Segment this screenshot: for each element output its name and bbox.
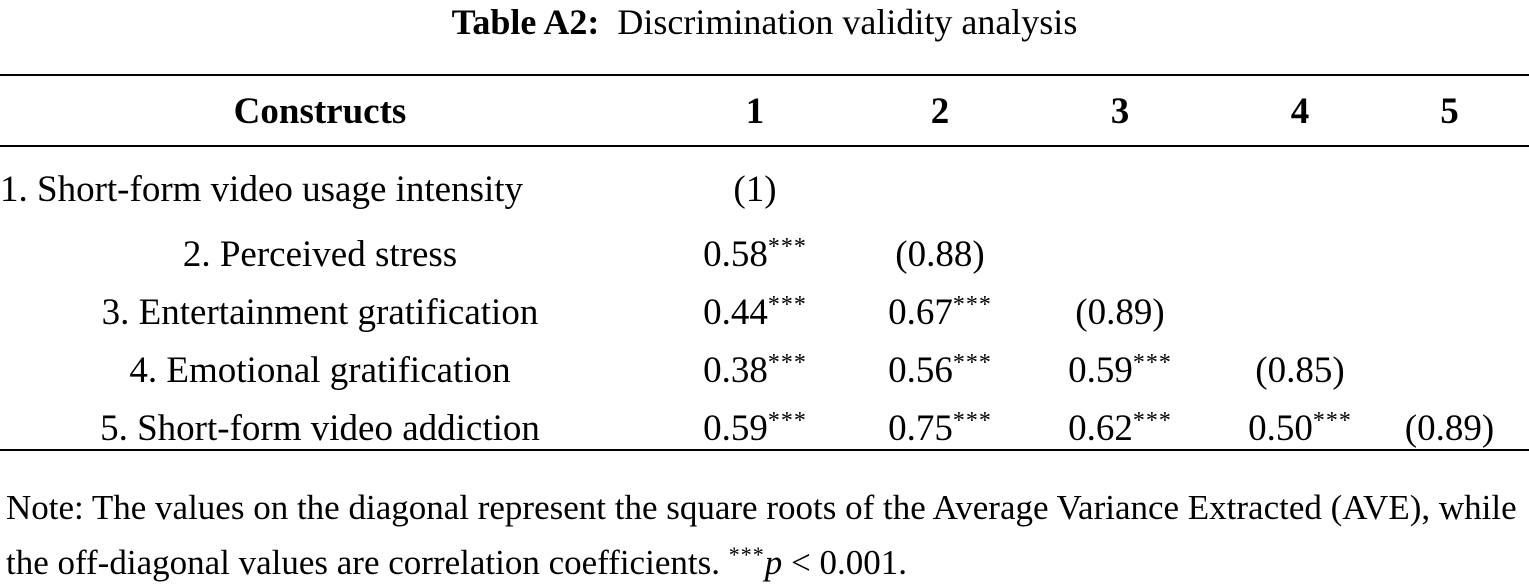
table-cell: 0.56*** <box>870 341 1010 399</box>
construct-label: 2. Perceived stress <box>182 233 458 275</box>
cell-value: 0.59 <box>703 407 768 449</box>
note-significance-marker: *** <box>728 542 765 567</box>
table-cell: 0.44*** <box>640 283 870 341</box>
cell-value: 0.75 <box>888 407 953 449</box>
header-col-3: 3 <box>1110 91 1130 132</box>
significance-marker: *** <box>767 233 807 260</box>
header-col-2: 2 <box>930 91 950 132</box>
note-p-condition: < 0.001. <box>790 543 907 582</box>
significance-marker: *** <box>1132 407 1172 434</box>
construct-label: 3. Entertainment gratification <box>101 291 539 333</box>
header-col-4: 4 <box>1290 91 1310 132</box>
table-cell <box>1370 341 1529 399</box>
table-cell <box>1370 225 1529 283</box>
table-cell: (0.85) <box>1230 341 1370 399</box>
table-row: 1. Short-form video usage intensity (1) <box>0 145 1529 225</box>
table-cell: 0.38*** <box>640 341 870 399</box>
table-cell: 0.59*** <box>640 399 870 457</box>
significance-marker: *** <box>767 349 807 376</box>
table-cell <box>1370 283 1529 341</box>
significance-marker: *** <box>1312 407 1352 434</box>
cell-value: 0.44 <box>703 291 768 333</box>
cell-value: 0.58 <box>703 233 768 275</box>
table-row: 3. Entertainment gratification 0.44*** 0… <box>0 283 1529 341</box>
header-col-5: 5 <box>1440 91 1459 132</box>
header-constructs: Constructs <box>233 91 407 132</box>
table-cell: (0.89) <box>1010 283 1230 341</box>
significance-marker: *** <box>1132 349 1172 376</box>
cell-value: 0.67 <box>888 291 953 333</box>
significance-marker: *** <box>767 407 807 434</box>
table-cell <box>870 145 1010 225</box>
table-cell <box>1230 283 1370 341</box>
table-top-rule <box>0 74 1529 76</box>
cell-value: (0.89) <box>1075 291 1165 333</box>
table-header-rule <box>0 145 1529 147</box>
discrimination-validity-table: Constructs 1 2 3 4 5 1. Short-form video… <box>0 78 1529 457</box>
table-cell: (0.88) <box>870 225 1010 283</box>
note-p-symbol: p <box>764 543 783 582</box>
table-cell <box>1230 225 1370 283</box>
cell-value: 0.50 <box>1248 407 1313 449</box>
table-cell <box>1370 145 1529 225</box>
table-cell: 0.58*** <box>640 225 870 283</box>
construct-label: 5. Short-form video addiction <box>100 407 540 449</box>
table-cell: 0.67*** <box>870 283 1010 341</box>
cell-value: 0.56 <box>888 349 953 391</box>
table-cell: 0.50*** <box>1230 399 1370 457</box>
table-cell: (1) <box>640 145 870 225</box>
table-caption: Table A2: Discrimination validity analys… <box>0 0 1529 44</box>
table-row: 2. Perceived stress 0.58*** (0.88) <box>0 225 1529 283</box>
significance-marker: *** <box>952 349 992 376</box>
cell-value: 0.38 <box>703 349 768 391</box>
construct-label: 1. Short-form video usage intensity <box>0 168 524 210</box>
table-row: 5. Short-form video addiction 0.59*** 0.… <box>0 399 1529 457</box>
cell-value: (0.89) <box>1404 407 1495 449</box>
table-header-row: Constructs 1 2 3 4 5 <box>0 78 1529 145</box>
cell-value: (0.88) <box>895 233 985 275</box>
cell-value: 0.59 <box>1068 349 1133 391</box>
table-cell <box>1010 145 1230 225</box>
table-cell: 0.62*** <box>1010 399 1230 457</box>
table-note: Note: The values on the diagonal represe… <box>6 484 1526 586</box>
significance-marker: *** <box>767 291 807 318</box>
significance-marker: *** <box>952 407 992 434</box>
table-cell <box>1230 145 1370 225</box>
significance-marker: *** <box>952 291 992 318</box>
table-cell: (0.89) <box>1370 399 1529 457</box>
table-cell: 0.75*** <box>870 399 1010 457</box>
table-cell: 0.59*** <box>1010 341 1230 399</box>
cell-value: 0.62 <box>1068 407 1133 449</box>
note-text: Note: The values on the diagonal represe… <box>6 488 1517 582</box>
construct-label: 4. Emotional gratification <box>129 349 511 391</box>
header-col-1: 1 <box>745 91 765 132</box>
table-caption-label: Table A2: <box>451 2 600 42</box>
cell-value: (1) <box>733 168 777 210</box>
table-caption-title: Discrimination validity analysis <box>617 2 1078 42</box>
table-row: 4. Emotional gratification 0.38*** 0.56*… <box>0 341 1529 399</box>
table-cell <box>1010 225 1230 283</box>
cell-value: (0.85) <box>1255 349 1345 391</box>
table-bottom-rule <box>0 449 1529 451</box>
